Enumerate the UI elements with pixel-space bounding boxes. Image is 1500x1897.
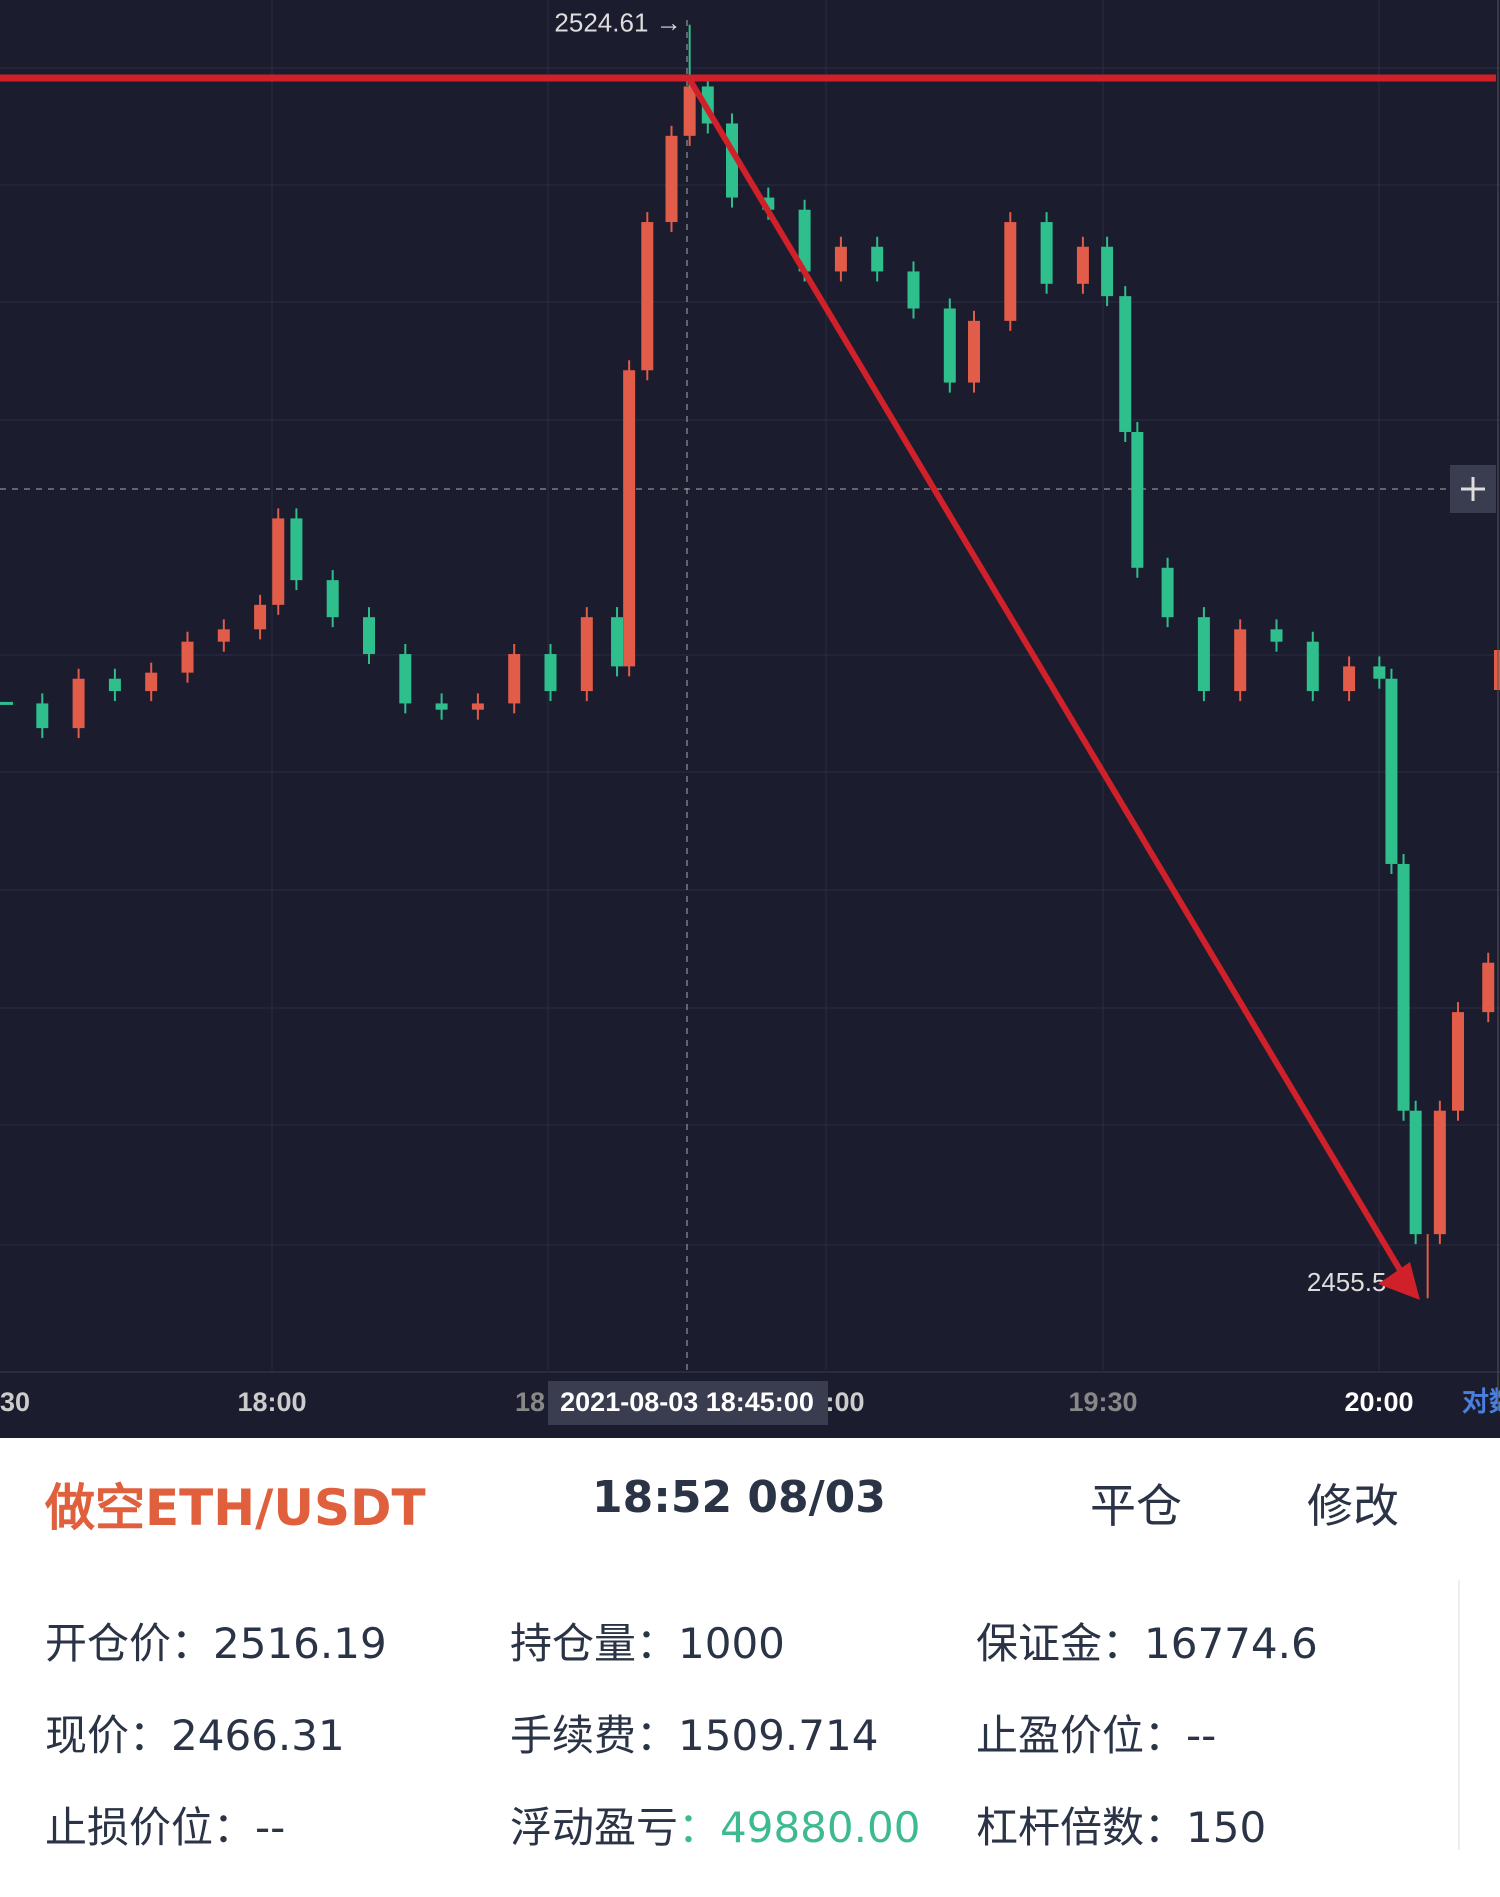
candle-body: [108, 678, 121, 692]
field: 止盈价位：--: [976, 1702, 1216, 1763]
field-value: ：49880.00: [678, 1803, 921, 1852]
field-label: 浮动盈亏: [510, 1803, 679, 1852]
candle-body: [1385, 678, 1398, 864]
candle-body: [1101, 246, 1114, 297]
candle-body: [290, 518, 303, 581]
field: 杠杆倍数：150: [976, 1794, 1266, 1855]
arrow-head: [1378, 1262, 1420, 1300]
candle-body: [641, 222, 654, 371]
candle-body: [1409, 1110, 1422, 1235]
drawn-arrow: [687, 78, 1409, 1282]
candle-body: [1040, 222, 1053, 284]
field-label: 止盈价位：: [976, 1711, 1187, 1760]
field: 保证金：16774.6: [976, 1610, 1318, 1671]
candle-body: [1197, 617, 1210, 692]
plus-icon: [1461, 477, 1485, 501]
field-value: 16774.6: [1144, 1619, 1318, 1668]
candle-body: [508, 654, 521, 704]
candles: 2524.61 →2455.5 →: [0, 8, 1495, 1299]
candle-body: [363, 617, 375, 655]
field: 持仓量：1000: [510, 1610, 785, 1671]
candle-body: [871, 246, 884, 272]
edit-button[interactable]: 修改: [1307, 1479, 1399, 1533]
candle-body: [1343, 666, 1356, 692]
order-panel: 做空ETH/USDT 18:52 08/03 平仓 修改 开仓价：2516.19…: [0, 1438, 1500, 1897]
field-value: 1509.714: [678, 1711, 879, 1760]
candle-body: [798, 209, 811, 272]
candle-body: [580, 617, 593, 692]
candle-body: [272, 518, 285, 605]
candle-body: [1161, 567, 1174, 618]
x-axis: 30 18:00 18 2021-08-03 18:45:00 :00 19:30 20:0…: [0, 1387, 1500, 1417]
candle-body: [1270, 629, 1283, 642]
grid: [0, 0, 1500, 1373]
candle-body: [623, 370, 636, 667]
field: 止损价位：--: [45, 1794, 285, 1855]
x-tick-label: :00: [825, 1387, 864, 1417]
candle-body: [943, 308, 956, 383]
candle-body: [254, 604, 267, 630]
candle-body: [435, 703, 448, 710]
field-value: --: [255, 1803, 286, 1852]
field-label: 手续费：: [510, 1711, 679, 1760]
field-value: 1000: [678, 1619, 785, 1668]
field: 现价：2466.31: [45, 1702, 345, 1763]
field-label: 开仓价：: [45, 1619, 214, 1668]
field-label: 止损价位：: [45, 1803, 256, 1852]
candle-body: [181, 641, 194, 673]
candle-body: [1119, 296, 1132, 432]
candle-body: [72, 678, 85, 729]
x-tick-label: 18: [515, 1387, 545, 1417]
candle-body: [1306, 641, 1319, 692]
scrollbar: [1458, 1580, 1460, 1850]
order-time: 18:52 08/03: [592, 1472, 886, 1523]
field-label: 持仓量：: [510, 1619, 679, 1668]
x-tick-label: 30: [0, 1387, 30, 1417]
candle-body: [611, 617, 624, 667]
candle-body: [399, 654, 412, 704]
candle-body: [1482, 962, 1495, 1013]
candle-body: [1076, 246, 1089, 284]
candle-body: [1234, 629, 1247, 692]
candle-body: [471, 703, 484, 710]
candle-body: [36, 703, 49, 729]
field-value: 2516.19: [213, 1619, 387, 1668]
candle-body: [544, 654, 557, 692]
x-tick-label: 20:00: [1344, 1387, 1413, 1417]
candle-body: [907, 271, 920, 309]
chart: 2524.61 →2455.5 → 30 18:00 18 2021-08-03 18…: [0, 0, 1500, 1438]
x-tick-label: 19:30: [1068, 1387, 1137, 1417]
field-value: 150: [1186, 1803, 1267, 1852]
candle-body: [1004, 222, 1017, 321]
order-title: 做空ETH/USDT: [45, 1479, 426, 1537]
field-value: --: [1186, 1711, 1217, 1760]
x-tick-label: 18:00: [237, 1387, 306, 1417]
field-value: 2466.31: [171, 1711, 345, 1760]
candle-body: [1433, 1110, 1446, 1235]
candle-body: [145, 672, 158, 692]
field: 开仓价：2516.19: [45, 1610, 387, 1671]
candle-body: [217, 629, 230, 642]
field: 手续费：1509.714: [510, 1702, 878, 1763]
candle-body: [1131, 431, 1144, 568]
field-label: 保证金：: [976, 1619, 1145, 1668]
candle-body: [1397, 863, 1410, 1111]
x-tick-label: 2021-08-03 18:45:00: [560, 1387, 814, 1417]
crosshair-time-bg: [548, 1381, 828, 1425]
field: 浮动盈亏：49880.00: [510, 1794, 920, 1855]
x-tick-label: 对数: [1462, 1387, 1500, 1417]
candle-body: [683, 86, 696, 136]
close-button[interactable]: 平仓: [1090, 1479, 1182, 1533]
field-label: 现价：: [45, 1711, 172, 1760]
candle-body: [665, 135, 678, 223]
candle-body: [326, 580, 339, 618]
field-label: 杠杆倍数：: [976, 1803, 1187, 1852]
candle-body: [1452, 1012, 1464, 1111]
candle-body: [968, 320, 980, 383]
candle-body: [834, 246, 847, 272]
candle-body: [1373, 666, 1386, 679]
price-tag: [1494, 650, 1500, 690]
high-label: 2524.61 →: [554, 8, 681, 38]
